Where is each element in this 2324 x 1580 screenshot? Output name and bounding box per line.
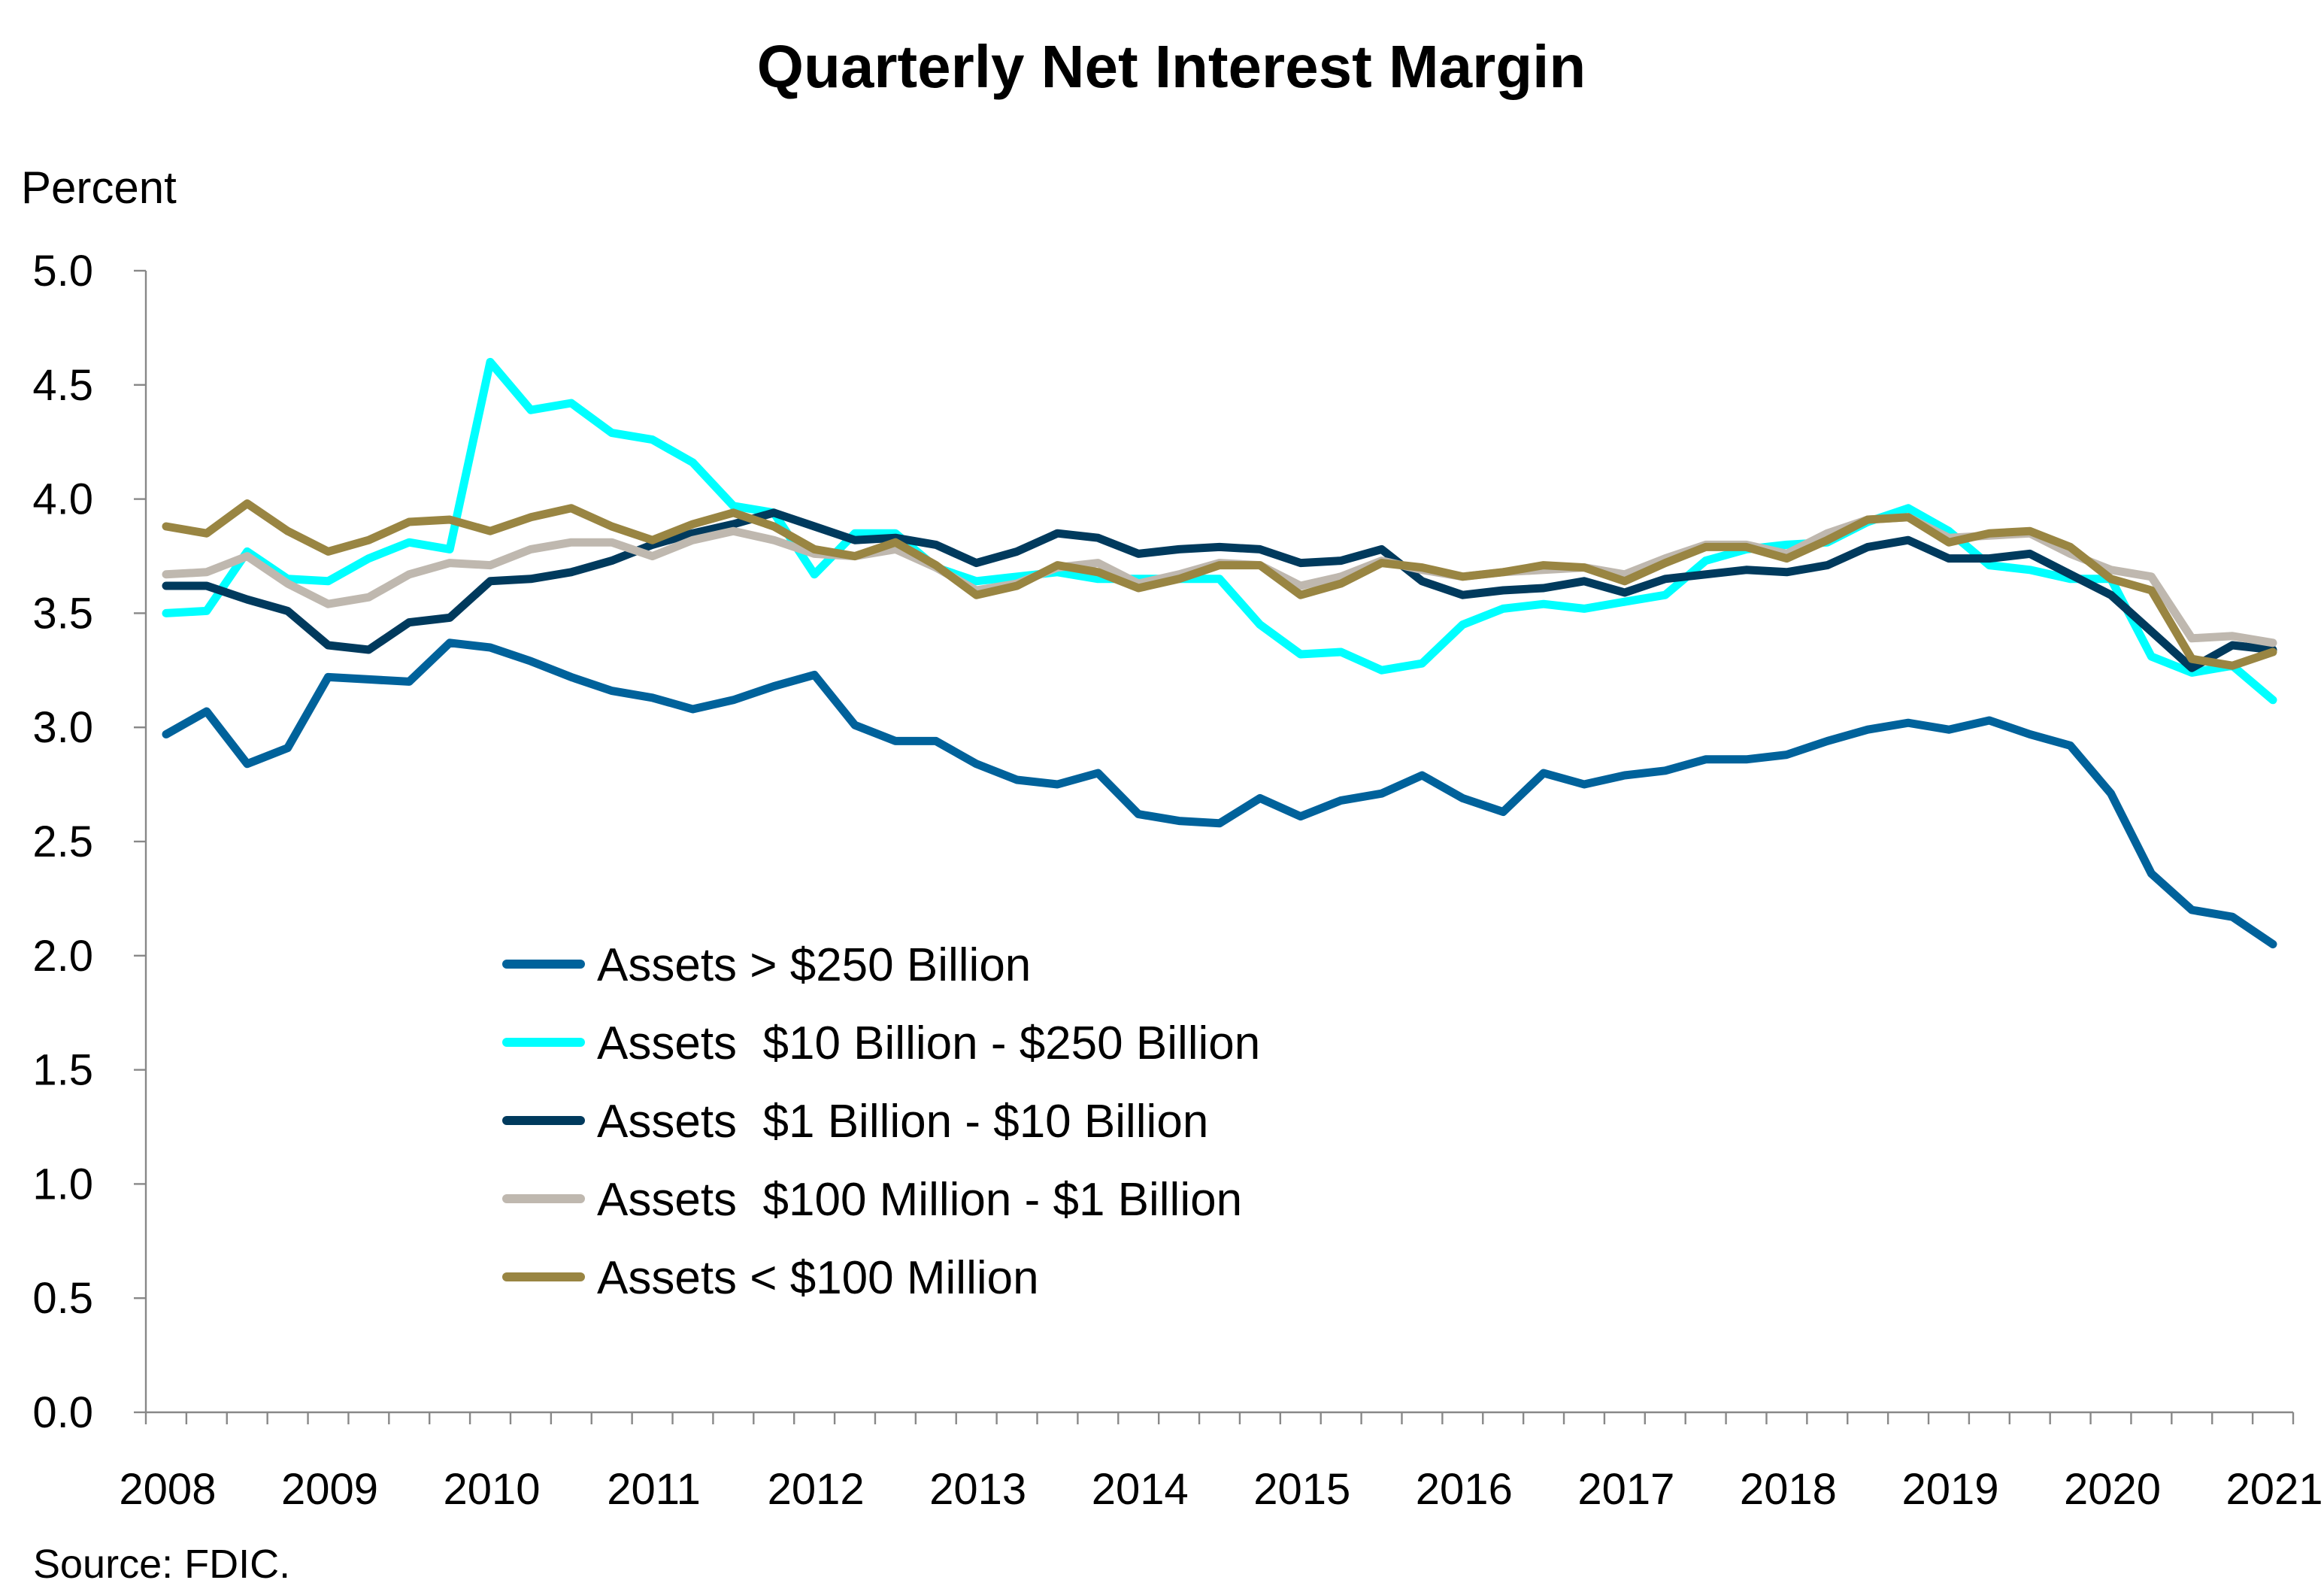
y-tick-label: 0.0 xyxy=(32,1388,93,1437)
y-tick-label: 4.0 xyxy=(32,475,93,524)
x-tick-label: 2014 xyxy=(1092,1465,1189,1514)
x-tick-label: 2021 xyxy=(2226,1465,2323,1514)
y-tick-label: 5.0 xyxy=(32,247,93,296)
legend-label: Assets $100 Million - $1 Billion xyxy=(597,1174,1242,1226)
x-tick-label: 2010 xyxy=(444,1465,541,1514)
x-tick-label: 2012 xyxy=(768,1465,865,1514)
x-tick-label: 2018 xyxy=(1740,1465,1837,1514)
series-line-2 xyxy=(162,357,2277,705)
legend-label: Assets < $100 Million xyxy=(597,1252,1039,1304)
y-tick-label: 3.0 xyxy=(32,703,93,752)
source-note: Source: FDIC. xyxy=(33,1542,290,1580)
series-line-1 xyxy=(162,638,2277,949)
x-tick-label: 2016 xyxy=(1416,1465,1513,1514)
y-tick-label: 1.0 xyxy=(32,1160,93,1209)
y-tick-label: 4.5 xyxy=(32,361,93,410)
y-tick-label: 2.5 xyxy=(32,817,93,866)
x-tick-label: 2013 xyxy=(929,1465,1026,1514)
y-tick-label: 0.5 xyxy=(32,1274,93,1323)
legend-label: Assets > $250 Billion xyxy=(597,939,1031,991)
chart-title: Quarterly Net Interest Margin xyxy=(757,33,1586,100)
x-tick-label: 2008 xyxy=(119,1465,216,1514)
series-line-5 xyxy=(162,499,2277,670)
x-tick-label: 2017 xyxy=(1577,1465,1674,1514)
x-axis: 2008 2009 2010 2011 2012 2013 2014 2015 2016 2017… xyxy=(119,1411,2323,1514)
legend-label: Assets $1 Billion - $10 Billion xyxy=(597,1096,1208,1148)
y-tick-labels: 0.0 0.5 1.0 1.5 2.0 2.5 3.0 3.5 4.0 4.5 5.0 xyxy=(32,247,147,1437)
x-tick-label: 2019 xyxy=(1901,1465,1998,1514)
series-lines xyxy=(162,357,2277,949)
x-tick-label: 2009 xyxy=(281,1465,378,1514)
y-tick-label: 3.5 xyxy=(32,589,93,638)
y-axis-label: Percent xyxy=(21,162,177,213)
y-tick-label: 2.0 xyxy=(32,932,93,981)
legend: Assets > $250 Billion Assets $10 Billion … xyxy=(502,939,1260,1304)
y-tick-label: 1.5 xyxy=(32,1046,93,1095)
x-tick-label: 2015 xyxy=(1253,1465,1350,1514)
x-tick-label: 2011 xyxy=(607,1465,701,1514)
x-tick-label: 2020 xyxy=(2064,1465,2161,1514)
legend-label: Assets $10 Billion - $250 Billion xyxy=(597,1017,1260,1069)
series-line-3 xyxy=(162,508,2277,672)
